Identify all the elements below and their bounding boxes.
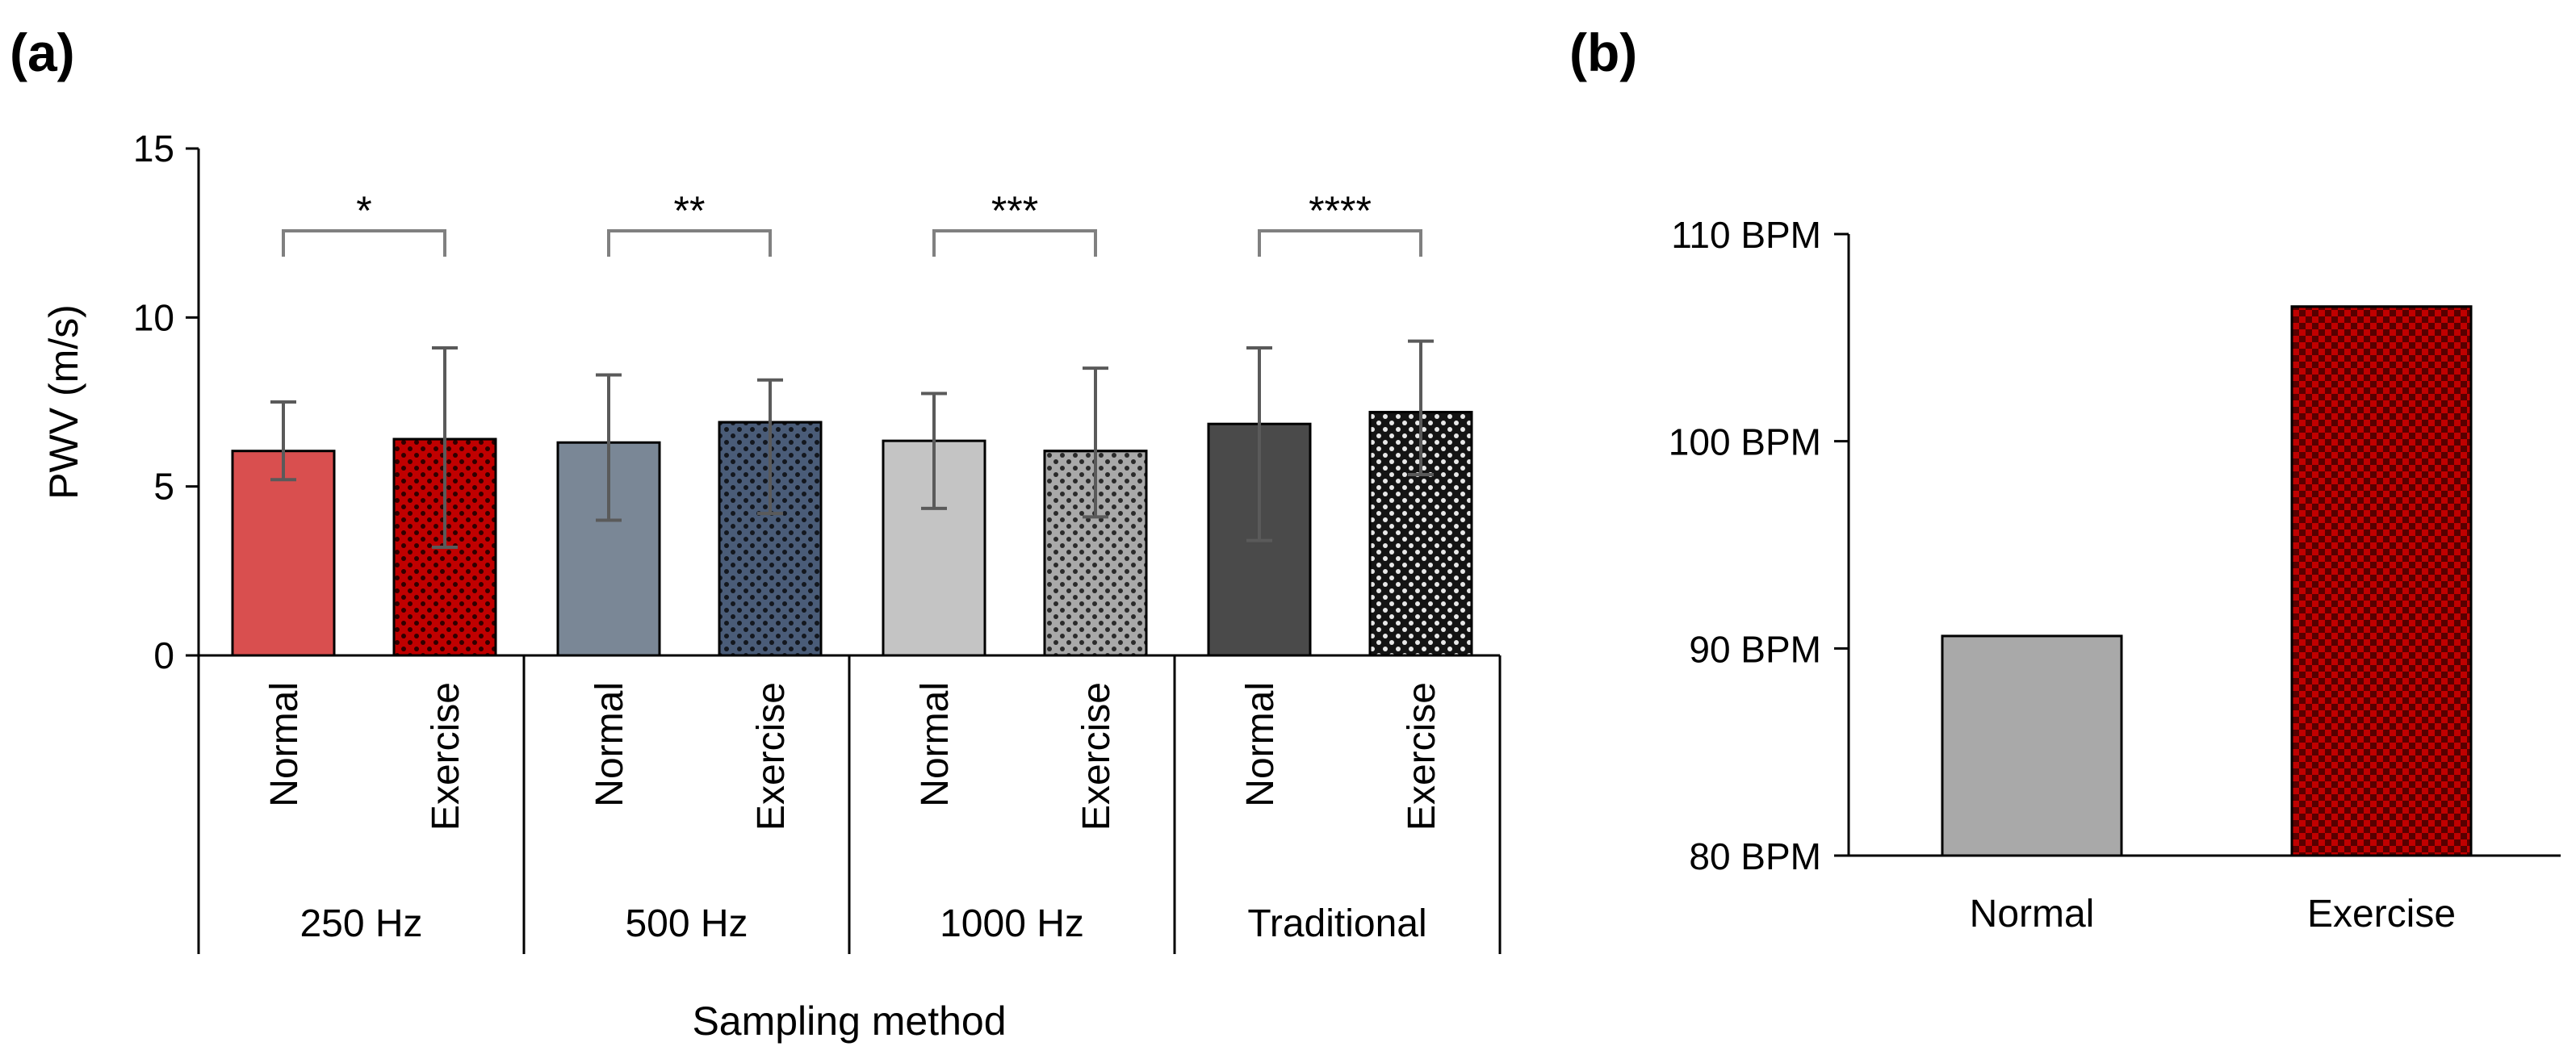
group-label-traditional: Traditional [1247, 902, 1426, 945]
significance-bracket [607, 229, 772, 257]
y-tick-label: 15 [133, 128, 174, 170]
x-category-label: Normal [263, 682, 306, 807]
y-tick-label: 80 BPM [1689, 835, 1821, 877]
bar-normal [1941, 634, 2123, 857]
heart-rate-bar-chart: 80 BPM 90 BPM 100 BPM 110 BPM Normal Exercise [1669, 214, 2561, 936]
y-tick-label: 10 [133, 296, 174, 338]
x-category-label: Exercise [2307, 893, 2456, 936]
significance-label: *** [991, 188, 1038, 233]
pwv-bar-chart: 0 5 10 15 PWV (m/s) Sampling method Normal Exer… [41, 128, 1502, 1044]
panel-label-a: (a) [10, 23, 75, 82]
y-tick-label: 100 BPM [1669, 421, 1821, 463]
significance-bracket [282, 229, 446, 257]
x-category-label: Normal [1239, 682, 1282, 807]
bar-250-hz-normal [231, 450, 336, 657]
significance-label: ** [674, 188, 706, 233]
x-category-label: Exercise [750, 682, 793, 831]
y-tick-label: 5 [153, 466, 174, 508]
x-axis-title: Sampling method [692, 998, 1006, 1044]
significance-label: **** [1309, 188, 1372, 233]
bar-exercise-pattern [2290, 305, 2473, 857]
y-axis-title: PWV (m/s) [41, 304, 86, 500]
bar-500-hz-exercise-pattern [718, 421, 823, 657]
x-category-label: Exercise [1075, 682, 1118, 831]
x-category-label: Normal [914, 682, 957, 807]
y-tick-label: 0 [153, 634, 174, 676]
x-category-label: Normal [589, 682, 631, 807]
group-label-250-hz: 250 Hz [299, 902, 422, 945]
significance-bracket [932, 229, 1097, 257]
significance-bracket [1258, 229, 1422, 257]
significance-label: * [356, 188, 371, 233]
group-label-1000-hz: 1000 Hz [940, 902, 1084, 945]
group-label-500-hz: 500 Hz [625, 902, 748, 945]
y-tick-label: 110 BPM [1671, 214, 1821, 256]
x-category-label: Exercise [1401, 682, 1443, 831]
x-category-label: Exercise [425, 682, 467, 831]
panel-label-b: (b) [1569, 23, 1637, 82]
y-tick-label: 90 BPM [1689, 628, 1821, 670]
x-category-label: Normal [1970, 893, 2095, 936]
